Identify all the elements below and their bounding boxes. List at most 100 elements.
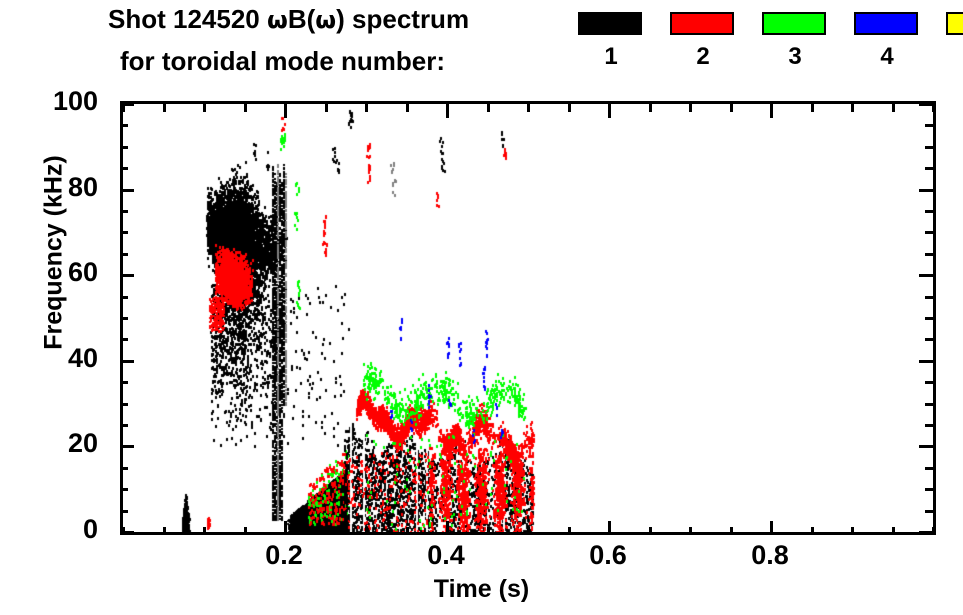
x-tick-minor-0.05 (163, 527, 166, 535)
x-tick-minor-top-1.00 (932, 104, 935, 112)
y-tick-minor-35 (120, 381, 128, 384)
legend-swatch-1 (578, 12, 642, 35)
y-tick-minor-5 (120, 510, 128, 513)
x-tick-minor-top-0.05 (163, 104, 166, 112)
x-tick-minor-0.10 (203, 527, 206, 535)
legend-label-1: 1 (604, 43, 618, 70)
y-tick-major-right-60 (919, 274, 933, 277)
y-tick-minor-right-85 (925, 167, 933, 170)
x-tick-label-0.2: 0.2 (265, 540, 303, 570)
y-tick-major-20 (120, 445, 134, 448)
y-tick-minor-90 (120, 146, 128, 149)
x-tick-minor-top-0.50 (527, 104, 530, 112)
title-spectrum-text: ) spectrum (336, 4, 470, 34)
legend-entry-5: 5 (946, 12, 963, 70)
y-tick-minor-right-35 (925, 381, 933, 384)
legend-swatch-2 (670, 12, 734, 35)
y-tick-major-right-80 (919, 189, 933, 192)
x-tick-minor-top-0.15 (244, 104, 247, 112)
y-tick-major-right-0 (919, 531, 933, 534)
x-tick-major-0.6 (608, 521, 611, 535)
y-tick-minor-45 (120, 338, 128, 341)
y-tick-label-20: 20 (67, 428, 98, 458)
x-tick-label-0.8: 0.8 (751, 540, 789, 570)
omega-symbol-2: ω (315, 6, 337, 34)
y-tick-minor-right-30 (925, 403, 933, 406)
y-tick-label-80: 80 (67, 172, 98, 202)
y-tick-minor-right-10 (925, 488, 933, 491)
x-tick-minor-top-0.85 (811, 104, 814, 112)
y-tick-major-100 (120, 103, 134, 106)
y-tick-minor-25 (120, 424, 128, 427)
omega-symbol-1: ω (266, 6, 288, 34)
y-tick-minor-10 (120, 488, 128, 491)
x-tick-minor-0.85 (811, 527, 814, 535)
x-tick-minor-top-0.00 (122, 104, 125, 112)
y-tick-minor-75 (120, 210, 128, 213)
y-tick-major-right-100 (919, 103, 933, 106)
x-tick-minor-top-0.65 (649, 104, 652, 112)
y-tick-minor-85 (120, 167, 128, 170)
x-tick-major-top-0.2 (284, 104, 287, 118)
y-tick-minor-right-15 (925, 467, 933, 470)
y-tick-major-right-40 (919, 360, 933, 363)
legend-entry-1: 1 (578, 12, 644, 70)
x-tick-minor-1.00 (932, 527, 935, 535)
x-tick-minor-top-0.45 (487, 104, 490, 112)
y-tick-minor-30 (120, 403, 128, 406)
title-b-text: B( (287, 4, 316, 34)
x-tick-minor-0.70 (689, 527, 692, 535)
legend-label-3: 3 (788, 43, 802, 70)
legend-label-5: 5 (946, 44, 963, 70)
legend-entry-3: 3 (762, 12, 828, 70)
x-tick-major-top-0.8 (770, 104, 773, 118)
x-tick-minor-top-0.90 (851, 104, 854, 112)
y-tick-minor-15 (120, 467, 128, 470)
x-tick-minor-top-0.30 (365, 104, 368, 112)
x-tick-minor-0.75 (730, 527, 733, 535)
title-shot-text: Shot 124520 (108, 4, 267, 34)
x-axis-label: Time (s) (433, 575, 530, 603)
x-tick-major-0.2 (284, 521, 287, 535)
x-tick-minor-0.35 (406, 527, 409, 535)
y-tick-label-60: 60 (67, 257, 98, 287)
y-tick-minor-95 (120, 124, 128, 127)
x-tick-major-top-0.4 (446, 104, 449, 118)
y-tick-minor-50 (120, 317, 128, 320)
x-tick-minor-0.90 (851, 527, 854, 535)
y-tick-major-40 (120, 360, 134, 363)
x-tick-minor-top-0.95 (892, 104, 895, 112)
x-tick-minor-top-0.70 (689, 104, 692, 112)
x-tick-minor-0.95 (892, 527, 895, 535)
x-tick-minor-0.25 (325, 527, 328, 535)
y-tick-major-right-20 (919, 445, 933, 448)
x-tick-minor-0.00 (122, 527, 125, 535)
x-tick-label-0.6: 0.6 (589, 540, 627, 570)
x-tick-minor-0.45 (487, 527, 490, 535)
figure-title-line-2: for toroidal mode number: (120, 46, 445, 76)
y-tick-minor-right-95 (925, 124, 933, 127)
y-tick-minor-right-75 (925, 210, 933, 213)
y-tick-label-0: 0 (82, 514, 98, 544)
y-tick-minor-right-65 (925, 253, 933, 256)
y-tick-minor-65 (120, 253, 128, 256)
x-tick-minor-top-0.55 (568, 104, 571, 112)
legend-label-2: 2 (696, 43, 710, 70)
y-tick-label-100: 100 (52, 86, 98, 116)
x-tick-minor-0.55 (568, 527, 571, 535)
y-tick-minor-70 (120, 231, 128, 234)
x-tick-minor-0.30 (365, 527, 368, 535)
y-tick-minor-right-50 (925, 317, 933, 320)
y-tick-minor-right-45 (925, 338, 933, 341)
y-tick-minor-right-5 (925, 510, 933, 513)
x-tick-major-top-0.6 (608, 104, 611, 118)
y-tick-label-40: 40 (67, 343, 98, 373)
x-tick-major-0.4 (446, 521, 449, 535)
x-tick-minor-0.65 (649, 527, 652, 535)
y-tick-minor-right-90 (925, 146, 933, 149)
y-tick-major-60 (120, 274, 134, 277)
legend-label-4: 4 (880, 43, 894, 70)
x-tick-minor-0.15 (244, 527, 247, 535)
y-tick-minor-right-70 (925, 231, 933, 234)
